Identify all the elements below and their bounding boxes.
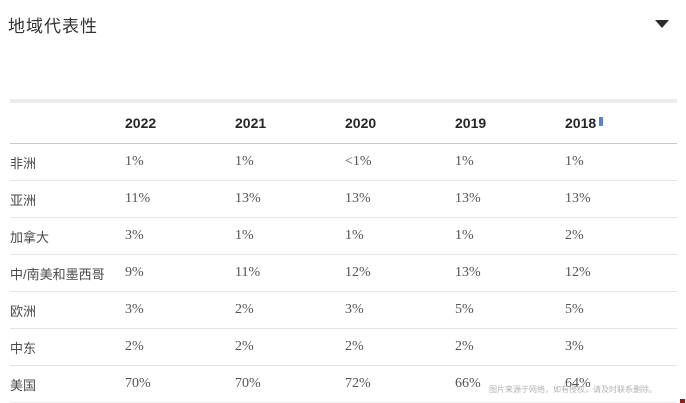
cell-value: 70%: [235, 376, 261, 391]
cell-value: 1%: [565, 154, 584, 169]
table-top-border: [10, 99, 677, 103]
regional-table: 2022 2021 2020 2019 2018 非洲 1% 1% <1% 1%…: [10, 99, 677, 403]
cell-value: 1%: [345, 228, 364, 243]
cell-value: 13%: [455, 191, 481, 206]
table-row: 欧洲 3% 2% 3% 5% 5%: [10, 292, 677, 329]
row-label: 加拿大: [10, 229, 50, 245]
cell-value: 3%: [345, 302, 364, 317]
cell-value: 2%: [345, 339, 364, 354]
row-label: 非洲: [10, 155, 37, 171]
cell-value: 64%: [565, 376, 591, 391]
year-column-header: 2020: [345, 115, 377, 131]
row-label: 亚洲: [10, 192, 37, 208]
cell-value: 12%: [565, 265, 591, 280]
cell-value: 2%: [125, 339, 144, 354]
caret-down-icon: [655, 20, 669, 28]
cell-value: 11%: [235, 265, 261, 280]
year-column-header: 2018: [565, 115, 597, 131]
cell-value: 72%: [345, 376, 371, 391]
cell-value: 2%: [455, 339, 474, 354]
cell-value: 70%: [125, 376, 151, 391]
table-row: 中东 2% 2% 2% 2% 3%: [10, 329, 677, 366]
cell-value: <1%: [345, 154, 372, 169]
cell-value: 13%: [565, 191, 591, 206]
cell-value: 3%: [125, 302, 144, 317]
row-label: 欧洲: [10, 303, 37, 319]
cell-value: 1%: [125, 154, 144, 169]
section-collapse-button[interactable]: [649, 14, 675, 34]
cell-value: 13%: [345, 191, 371, 206]
cell-value: 66%: [455, 376, 481, 391]
cell-value: 1%: [235, 228, 254, 243]
cell-value: 2%: [235, 302, 254, 317]
artifact-mark: [599, 117, 603, 126]
watermark-text: 图片来源于网络，如有侵权，请及时联系删除。: [489, 385, 657, 394]
cell-value: 1%: [455, 154, 474, 169]
cell-value: 5%: [455, 302, 474, 317]
cell-value: 2%: [235, 339, 254, 354]
table-row: 非洲 1% 1% <1% 1% 1%: [10, 144, 677, 181]
table-row: 亚洲 11% 13% 13% 13% 13%: [10, 181, 677, 218]
cell-value: 3%: [125, 228, 144, 243]
year-column-header: 2021: [235, 115, 267, 131]
cell-value: 1%: [455, 228, 474, 243]
cell-value: 9%: [125, 265, 144, 280]
cell-value: 3%: [565, 339, 584, 354]
section-title: 地域代表性: [8, 17, 98, 36]
cell-value: 5%: [565, 302, 584, 317]
corner-mark: [680, 399, 685, 403]
table-header-row: 2022 2021 2020 2019 2018: [10, 103, 677, 144]
cell-value: 13%: [455, 265, 481, 280]
cell-value: 13%: [235, 191, 261, 206]
row-label: 中/南美和墨西哥: [10, 266, 105, 282]
year-column-header: 2022: [125, 115, 157, 131]
row-label: 美国: [10, 377, 37, 393]
cell-value: 11%: [125, 191, 151, 206]
row-label: 中东: [10, 340, 37, 356]
cell-value: 2%: [565, 228, 584, 243]
table-row: 加拿大 3% 1% 1% 1% 2%: [10, 218, 677, 255]
cell-value: 1%: [235, 154, 254, 169]
cell-value: 12%: [345, 265, 371, 280]
table-row: 美国 70% 70% 72% 66% 64%: [10, 366, 677, 402]
year-column-header: 2019: [455, 115, 487, 131]
table-row: 中/南美和墨西哥 9% 11% 12% 13% 12%: [10, 255, 677, 292]
